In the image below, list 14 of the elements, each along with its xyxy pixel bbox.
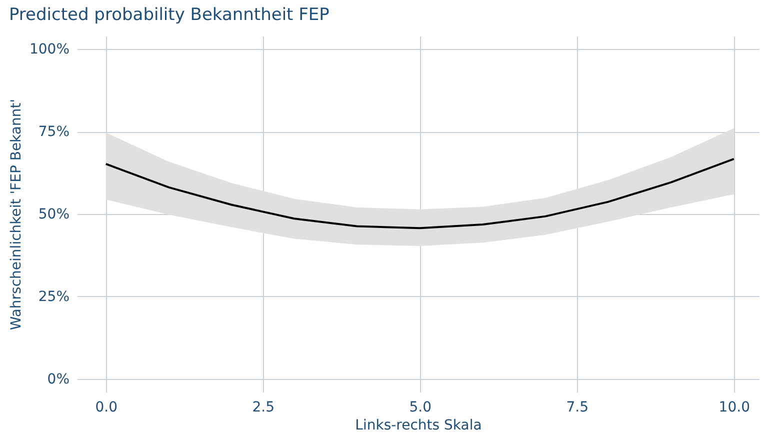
- x-axis-title: Links-rechts Skala: [355, 418, 482, 434]
- y-tick-label: 75%: [38, 124, 70, 140]
- chart-title: Predicted probability Bekanntheit FEP: [8, 5, 330, 25]
- y-tick-label: 100%: [29, 42, 70, 58]
- y-tick-label: 50%: [38, 206, 70, 222]
- y-axis-title: Wahrscheinlichkeit 'FEP Bekannt': [8, 98, 24, 330]
- x-tick-label: 7.5: [566, 400, 589, 416]
- x-tick-label: 2.5: [252, 400, 275, 416]
- x-tick-label: 0.0: [95, 400, 118, 416]
- y-tick-label: 25%: [38, 288, 70, 305]
- x-tick-label: 5.0: [409, 400, 432, 416]
- line-series: [104, 158, 735, 230]
- y-tick-label: 0%: [47, 371, 70, 388]
- x-tick-label: 10.0: [718, 400, 750, 416]
